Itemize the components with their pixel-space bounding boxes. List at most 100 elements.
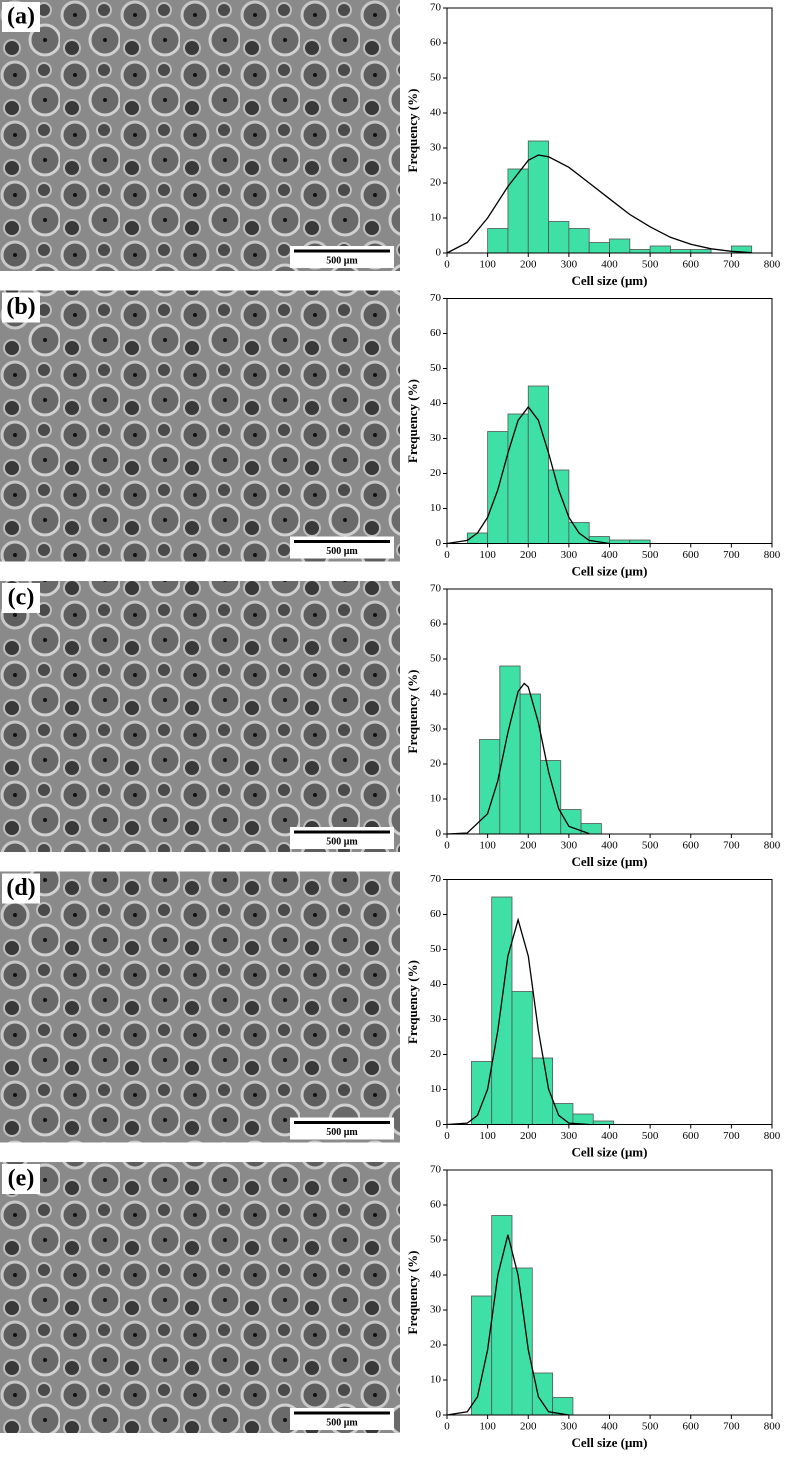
- y-tick-label: 60: [430, 618, 442, 630]
- y-tick-label: 50: [430, 1234, 442, 1246]
- x-tick-label: 0: [444, 549, 450, 561]
- x-tick-label: 800: [764, 1130, 781, 1142]
- x-tick-label: 700: [723, 549, 740, 561]
- y-axis-title: Frequency (%): [405, 379, 420, 463]
- y-tick-label: 40: [430, 1269, 442, 1281]
- panel-label: (b): [6, 294, 35, 320]
- x-tick-label: 300: [561, 259, 578, 271]
- x-tick-label: 500: [642, 1130, 659, 1142]
- y-tick-label: 10: [430, 502, 442, 514]
- sem-image: [0, 1162, 400, 1433]
- bar: [588, 242, 610, 254]
- bar: [540, 760, 562, 835]
- bar: [531, 1372, 554, 1416]
- panel-label-box: [2, 583, 40, 613]
- scale-bar-label: 500 μm: [326, 1127, 358, 1138]
- x-axis-title: Cell size (μm): [572, 1435, 648, 1450]
- y-tick-label: 70: [430, 292, 442, 304]
- x-tick-label: 200: [520, 840, 537, 852]
- x-tick-label: 600: [683, 549, 700, 561]
- x-tick-label: 100: [479, 1421, 496, 1433]
- bar: [507, 413, 529, 544]
- x-tick-label: 400: [601, 259, 618, 271]
- y-tick-label: 0: [436, 1118, 442, 1130]
- y-axis-title: Frequency (%): [405, 89, 420, 173]
- fit-curve: [446, 1234, 570, 1416]
- x-tick-label: 800: [764, 259, 781, 271]
- sem-image: [0, 581, 400, 852]
- x-tick-label: 400: [601, 1421, 618, 1433]
- x-axis-title: Cell size (μm): [572, 563, 648, 578]
- x-tick-label: 600: [683, 840, 700, 852]
- y-tick-label: 20: [430, 177, 442, 189]
- y-tick-label: 60: [430, 1199, 442, 1211]
- y-tick-label: 40: [430, 688, 442, 700]
- bar: [572, 1113, 594, 1125]
- fit-curve: [446, 682, 590, 835]
- x-tick-label: 200: [520, 259, 537, 271]
- x-tick-label: 400: [601, 1130, 618, 1142]
- x-tick-label: 700: [723, 259, 740, 271]
- y-tick-label: 70: [430, 873, 442, 885]
- panel-label-box: [2, 2, 40, 32]
- sem-image: [0, 871, 400, 1143]
- bar: [592, 1120, 614, 1125]
- x-tick-label: 300: [561, 1130, 578, 1142]
- bar: [609, 238, 631, 254]
- y-tick-label: 10: [430, 212, 442, 224]
- x-tick-label: 500: [642, 1421, 659, 1433]
- y-tick-label: 70: [430, 583, 442, 595]
- panel-label: (c): [8, 585, 35, 611]
- x-tick-label: 200: [520, 1130, 537, 1142]
- bar: [527, 385, 549, 544]
- bar: [499, 665, 521, 835]
- panel-label: (a): [7, 4, 35, 30]
- y-tick-label: 30: [430, 142, 442, 154]
- bar: [568, 228, 590, 254]
- x-tick-label: 500: [642, 259, 659, 271]
- x-tick-label: 100: [479, 840, 496, 852]
- bar: [548, 469, 570, 544]
- y-tick-label: 0: [436, 1409, 442, 1421]
- x-tick-label: 0: [444, 840, 450, 852]
- x-tick-label: 400: [601, 549, 618, 561]
- y-tick-label: 20: [430, 1048, 442, 1060]
- y-tick-label: 0: [436, 828, 442, 840]
- y-tick-label: 60: [430, 37, 442, 49]
- y-tick-label: 0: [436, 537, 442, 549]
- bar: [491, 1215, 513, 1416]
- scale-bar-label: 500 μm: [326, 1417, 358, 1428]
- x-axis-title: Cell size (μm): [572, 1144, 648, 1159]
- bar: [560, 809, 582, 835]
- x-axis-title: Cell size (μm): [572, 273, 648, 288]
- bar: [470, 1061, 493, 1125]
- x-tick-label: 300: [561, 840, 578, 852]
- y-tick-label: 30: [430, 1304, 442, 1316]
- y-tick-label: 40: [430, 107, 442, 119]
- y-tick-label: 50: [430, 943, 442, 955]
- panel-label: (d): [6, 875, 35, 901]
- panel-label-box: [2, 292, 40, 323]
- y-axis-title: Frequency (%): [405, 1251, 420, 1335]
- x-tick-label: 0: [444, 259, 450, 271]
- x-tick-label: 100: [479, 549, 496, 561]
- y-tick-label: 50: [430, 362, 442, 374]
- bar: [470, 1295, 493, 1416]
- scale-bar-label: 500 μm: [326, 255, 358, 266]
- bar: [511, 991, 533, 1125]
- x-tick-label: 500: [642, 549, 659, 561]
- x-tick-label: 700: [723, 1130, 740, 1142]
- y-tick-label: 30: [430, 723, 442, 735]
- x-tick-label: 300: [561, 1421, 578, 1433]
- bar: [527, 140, 549, 254]
- x-tick-label: 600: [683, 1130, 700, 1142]
- bar: [670, 249, 692, 254]
- panel-label-box: [2, 1164, 40, 1194]
- fit-curve: [446, 405, 610, 545]
- y-tick-label: 10: [430, 1083, 442, 1095]
- y-axis-title: Frequency (%): [405, 960, 420, 1044]
- y-tick-label: 10: [430, 1374, 442, 1386]
- x-tick-label: 0: [444, 1130, 450, 1142]
- bar: [511, 1267, 533, 1416]
